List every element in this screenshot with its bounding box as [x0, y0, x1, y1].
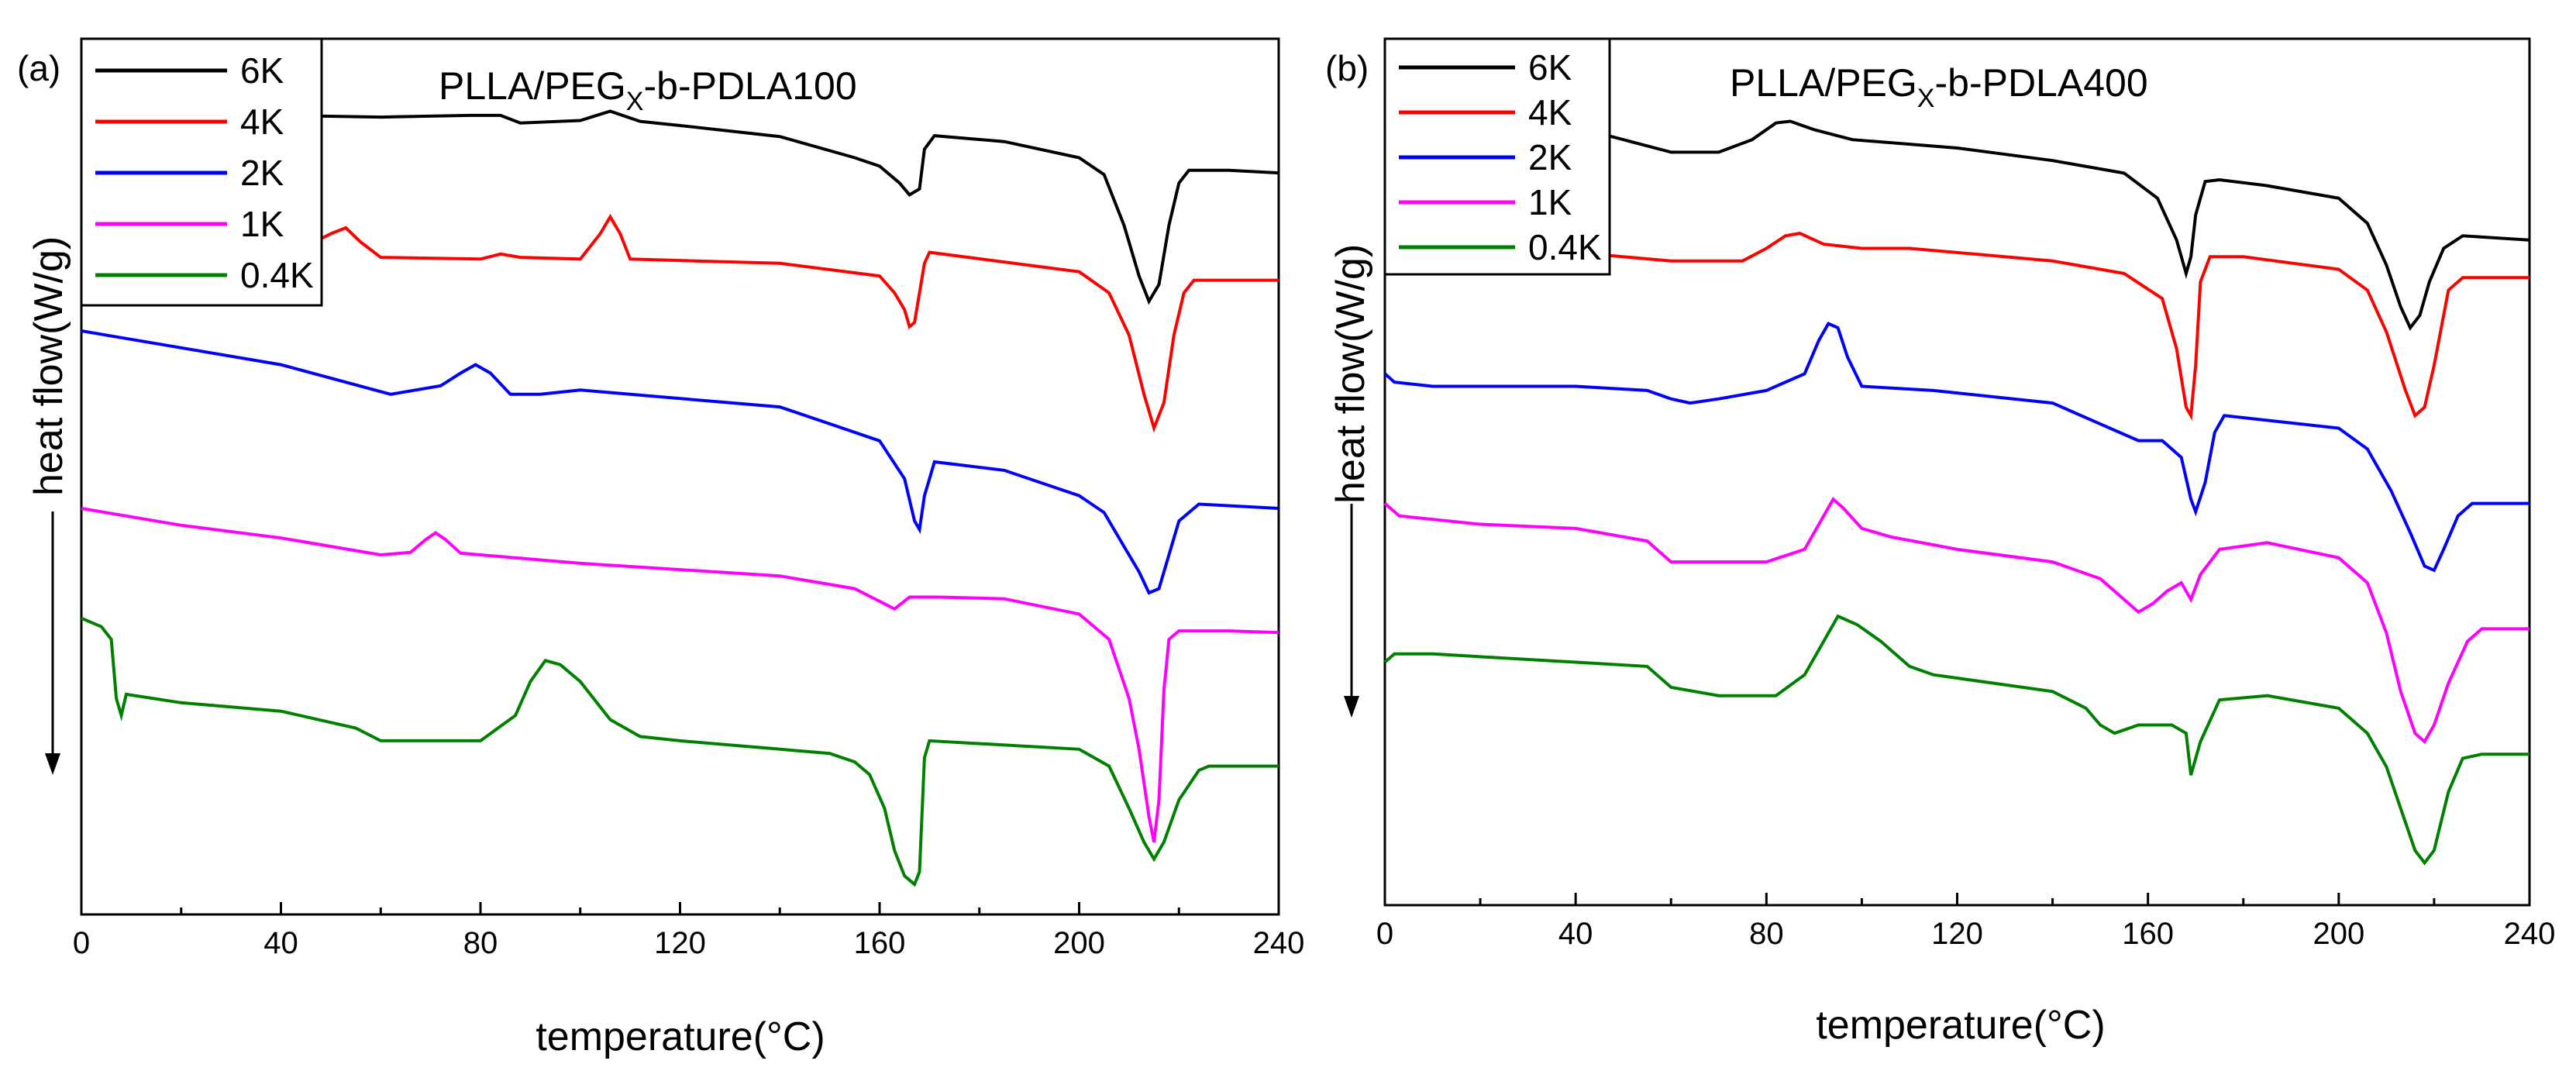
panel-label-a: (a)	[17, 48, 60, 88]
legend-label: 1K	[240, 204, 284, 244]
chart-title-b: PLLA/PEGX-b-PDLA400	[1730, 61, 2148, 113]
legend-label: 0.4K	[1528, 227, 1602, 267]
x-tick-label: 40	[1558, 917, 1593, 951]
y-axis-title-a: heat flow(W/g)	[26, 236, 71, 496]
series-line-0_4K	[81, 616, 1279, 887]
y-axis-label-a: heat flow(W/g)	[26, 236, 71, 775]
series-line-0_4K	[1383, 614, 2530, 866]
x-tick-label: 200	[1053, 926, 1105, 960]
x-tick-label: 0	[1376, 917, 1393, 951]
chart-title-a: PLLA/PEGX-b-PDLA100	[439, 64, 857, 116]
series-line-4K	[1384, 205, 2530, 421]
x-axis-title-b: temperature(°C)	[1816, 1003, 2105, 1048]
series-line-6K	[80, 92, 1279, 305]
x-tick-label: 120	[654, 926, 706, 960]
y-axis-arrowhead-b	[1344, 696, 1359, 718]
panel-b: (b) PLLA/PEGX-b-PDLA400 heat flow(W/g) t…	[1325, 37, 2556, 1048]
series-line-6K	[1384, 91, 2530, 331]
y-axis-label-b: heat flow(W/g)	[1328, 244, 1373, 718]
legend-label: 4K	[240, 102, 284, 142]
series-line-2K	[81, 329, 1279, 595]
x-tick-label: 80	[1749, 917, 1784, 951]
legend-label: 0.4K	[240, 255, 314, 295]
x-axis-title-a: temperature(°C)	[536, 1014, 825, 1059]
x-tick-label: 0	[73, 926, 90, 960]
legend-label: 2K	[240, 153, 284, 193]
panel-a: (a) PLLA/PEGX-b-PDLA100 heat flow(W/g) t…	[17, 37, 1305, 1059]
legend: 6K 4K 2K 1K 0.4K	[80, 37, 323, 307]
legend-label: 6K	[1528, 47, 1572, 88]
x-tick-label: 200	[2313, 917, 2364, 951]
x-tick-label: 120	[1931, 917, 1983, 951]
series-line-4K	[80, 207, 1279, 433]
panel-label-b: (b)	[1325, 48, 1369, 88]
legend-label: 6K	[240, 50, 284, 91]
series-line-2K	[1383, 322, 2530, 573]
legend-label: 1K	[1528, 182, 1572, 222]
legend-label: 4K	[1528, 92, 1572, 133]
series-line-1K	[1383, 497, 2530, 745]
y-axis-title-b: heat flow(W/g)	[1328, 244, 1373, 504]
x-tick-label: 240	[1253, 926, 1305, 960]
x-tick-label: 160	[854, 926, 906, 960]
x-tick-label: 160	[2122, 917, 2174, 951]
x-tick-label: 40	[263, 926, 298, 960]
series-line-1K	[81, 507, 1279, 843]
x-tick-label: 240	[2504, 917, 2556, 951]
y-axis-arrowhead-a	[45, 753, 60, 775]
x-tick-label: 80	[463, 926, 498, 960]
legend-label: 2K	[1528, 137, 1572, 177]
